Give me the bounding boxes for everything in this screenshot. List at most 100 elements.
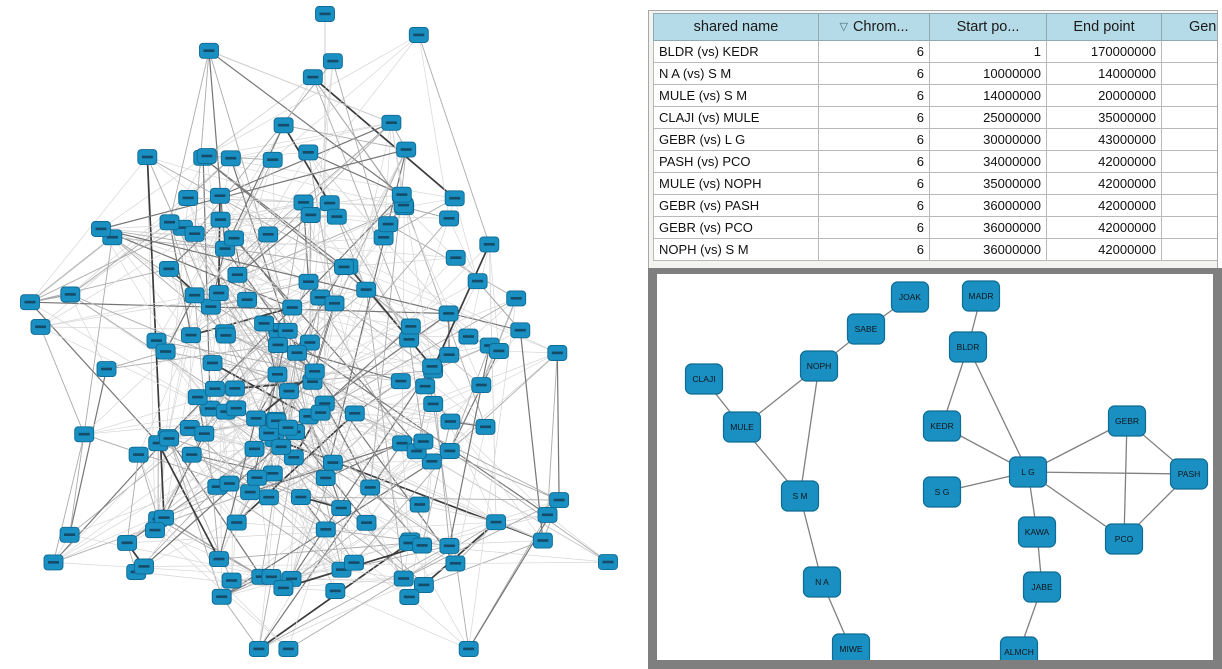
- network-edge[interactable]: [258, 442, 403, 650]
- network-edge[interactable]: [287, 297, 321, 428]
- network-node[interactable]: [409, 496, 430, 513]
- cell-genetic[interactable]: 16.9: [1161, 128, 1217, 151]
- network-node[interactable]: [159, 430, 180, 447]
- network-node[interactable]: [356, 514, 377, 531]
- network-edge[interactable]: [157, 323, 265, 520]
- cell-end_point[interactable]: 20000000: [1046, 84, 1162, 107]
- network-node[interactable]: [277, 322, 298, 339]
- network-edge[interactable]: [40, 326, 211, 409]
- network-node[interactable]: [211, 588, 232, 605]
- edge-attribute-table[interactable]: shared name ▽ Chrom... Start po... End po…: [653, 13, 1217, 261]
- network-node[interactable]: [378, 216, 399, 233]
- network-node[interactable]: [510, 322, 531, 339]
- network-node[interactable]: [227, 266, 248, 283]
- column-header-shared-name[interactable]: shared name: [653, 13, 819, 41]
- network-node[interactable]: [279, 383, 299, 400]
- cell-chromosome[interactable]: 6: [818, 62, 930, 85]
- subnetwork-edge[interactable]: [1027, 471, 1190, 475]
- cell-shared_name[interactable]: MULE (vs) NOPH: [653, 172, 819, 195]
- network-node[interactable]: [412, 537, 433, 554]
- network-edge[interactable]: [224, 332, 227, 412]
- network-edge[interactable]: [182, 227, 290, 392]
- subnetwork-node[interactable]: MADR: [961, 280, 1001, 312]
- network-edge[interactable]: [40, 326, 288, 332]
- table-row[interactable]: GEBR (vs) PCO636000000420000008.4: [653, 216, 1217, 239]
- network-node[interactable]: [271, 438, 292, 455]
- network-edge[interactable]: [157, 518, 262, 578]
- cell-start_point[interactable]: 14000000: [929, 84, 1047, 107]
- network-edge[interactable]: [488, 244, 500, 352]
- network-edge[interactable]: [423, 461, 433, 586]
- cell-shared_name[interactable]: GEBR (vs) L G: [653, 128, 819, 151]
- network-node[interactable]: [439, 346, 460, 363]
- network-edge[interactable]: [69, 368, 108, 535]
- cell-start_point[interactable]: 30000000: [929, 128, 1047, 151]
- cell-shared_name[interactable]: CLAJI (vs) MULE: [653, 106, 819, 129]
- subnetwork-node[interactable]: ALMCH: [999, 636, 1039, 660]
- network-node[interactable]: [399, 589, 420, 605]
- network-node[interactable]: [134, 558, 154, 575]
- node-shape[interactable]: [961, 280, 1001, 312]
- network-node[interactable]: [20, 294, 40, 311]
- network-edge[interactable]: [418, 34, 450, 219]
- network-edge[interactable]: [421, 421, 451, 546]
- cell-end_point[interactable]: 14000000: [1046, 62, 1162, 85]
- table-row[interactable]: MULE (vs) S M614000000200000007.5: [653, 84, 1217, 107]
- cell-start_point[interactable]: 35000000: [929, 172, 1047, 195]
- network-node[interactable]: [325, 583, 346, 599]
- network-edge[interactable]: [126, 454, 140, 543]
- network-node[interactable]: [117, 534, 138, 551]
- network-node[interactable]: [178, 190, 199, 206]
- cell-genetic[interactable]: 8.9: [1161, 194, 1217, 217]
- network-node[interactable]: [244, 440, 265, 457]
- network-edge[interactable]: [168, 222, 192, 336]
- network-node[interactable]: [334, 259, 354, 275]
- column-header-end-point[interactable]: End point: [1046, 13, 1162, 41]
- network-node[interactable]: [137, 149, 158, 166]
- network-edge[interactable]: [29, 237, 113, 303]
- network-node[interactable]: [319, 195, 340, 212]
- cell-genetic[interactable]: 5.9: [1161, 106, 1217, 129]
- network-node[interactable]: [413, 433, 434, 450]
- cell-shared_name[interactable]: NOPH (vs) S M: [653, 238, 819, 261]
- network-edge[interactable]: [237, 214, 312, 276]
- cell-end_point[interactable]: 42000000: [1046, 172, 1162, 195]
- network-edge[interactable]: [282, 124, 331, 204]
- network-edge[interactable]: [283, 578, 404, 589]
- network-edge[interactable]: [329, 194, 402, 204]
- network-node[interactable]: [344, 405, 365, 422]
- network-edge[interactable]: [143, 374, 278, 567]
- network-node[interactable]: [458, 641, 479, 657]
- network-node[interactable]: [209, 187, 230, 204]
- network-node[interactable]: [475, 418, 496, 435]
- cell-start_point[interactable]: 36000000: [929, 216, 1047, 239]
- network-edge[interactable]: [403, 204, 478, 282]
- network-edge[interactable]: [332, 61, 385, 238]
- cell-chromosome[interactable]: 6: [818, 106, 930, 129]
- network-node[interactable]: [322, 454, 343, 471]
- network-node[interactable]: [415, 378, 436, 395]
- node-shape[interactable]: [722, 411, 762, 443]
- network-edge[interactable]: [29, 301, 159, 444]
- network-node[interactable]: [204, 380, 225, 397]
- network-node[interactable]: [155, 343, 176, 360]
- network-node[interactable]: [282, 299, 303, 316]
- subnetwork-node[interactable]: KEDR: [922, 410, 962, 442]
- network-edge[interactable]: [237, 122, 392, 276]
- cell-end_point[interactable]: 170000000: [1046, 40, 1162, 63]
- network-edge[interactable]: [272, 473, 450, 547]
- network-node[interactable]: [268, 337, 288, 353]
- network-edge[interactable]: [100, 149, 407, 230]
- network-edge[interactable]: [194, 122, 392, 296]
- network-node[interactable]: [196, 148, 217, 165]
- network-edge[interactable]: [53, 432, 269, 563]
- network-edge[interactable]: [219, 195, 293, 308]
- network-node[interactable]: [199, 42, 219, 59]
- network-edge[interactable]: [208, 50, 403, 196]
- network-node[interactable]: [440, 413, 461, 430]
- network-edge[interactable]: [83, 202, 330, 435]
- network-edge[interactable]: [348, 149, 407, 267]
- network-edge[interactable]: [419, 504, 497, 523]
- full-network-canvas[interactable]: [0, 0, 648, 669]
- subnetwork-edge[interactable]: [1123, 420, 1128, 540]
